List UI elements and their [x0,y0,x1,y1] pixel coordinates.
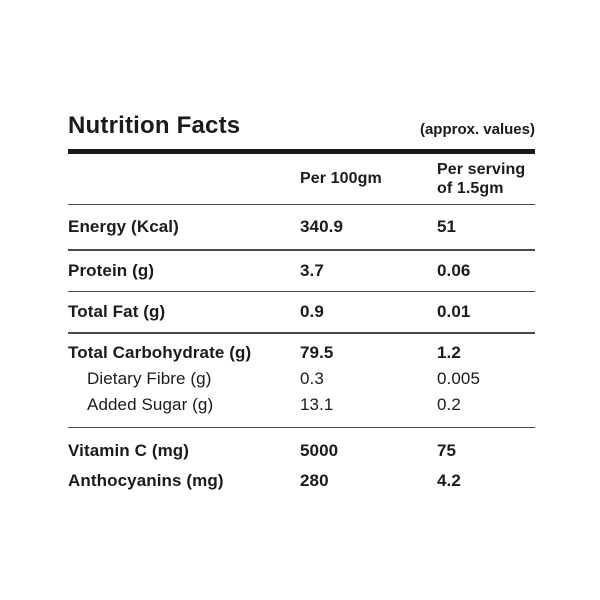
divider [68,332,535,334]
row-value-per-serving: 51 [437,217,457,237]
divider [68,290,535,293]
nutrition-facts-header: Nutrition Facts (approx. values) [68,112,535,140]
row-label: Protein (g) [68,260,155,280]
table-row-vitamin-c: Vitamin C (mg) 5000 75 [68,436,535,466]
table-row-total-fat: Total Fat (g) 0.9 0.01 [68,292,535,332]
row-value-per-100gm: 13.1 [300,394,334,414]
divider [68,203,535,206]
row-value-per-100gm: 5000 [300,441,339,461]
row-label: Energy (Kcal) [68,217,179,237]
column-header-per-serving: Per serving of 1.5gm [437,160,526,197]
divider [68,426,535,429]
row-value-per-100gm: 79.5 [300,342,334,362]
nutrition-facts-panel: Nutrition Facts (approx. values) Per 100… [68,112,535,496]
row-value-per-100gm: 3.7 [300,260,324,280]
row-value-per-100gm: 0.9 [300,302,324,322]
row-label: Vitamin C (mg) [68,441,190,461]
row-value-per-serving: 0.005 [437,368,481,388]
row-value-per-100gm: 280 [300,471,329,491]
approx-values-note: (approx. values) [419,120,535,138]
column-header-per-100gm: Per 100gm [300,170,382,188]
header-thick-divider [68,148,535,154]
row-label: Anthocyanins (mg) [68,471,224,491]
column-header-row: Per 100gm Per serving of 1.5gm [68,154,535,204]
row-value-per-serving: 1.2 [437,342,461,362]
row-value-per-serving: 75 [437,441,457,461]
table-row-dietary-fibre: Dietary Fibre (g) 0.3 0.005 [68,366,535,392]
row-label: Dietary Fibre (g) [87,368,212,388]
carbohydrate-group: Total Carbohydrate (g) 79.5 1.2 Dietary … [68,334,535,427]
row-value-per-100gm: 0.3 [300,368,324,388]
row-value-per-serving: 0.01 [437,302,471,322]
row-value-per-serving: 4.2 [437,471,461,491]
row-value-per-100gm: 340.9 [300,217,344,237]
table-row-energy: Energy (Kcal) 340.9 51 [68,205,535,249]
table-row-protein: Protein (g) 3.7 0.06 [68,251,535,291]
row-value-per-serving: 0.2 [437,394,461,414]
micronutrients-group: Vitamin C (mg) 5000 75 Anthocyanins (mg)… [68,428,535,496]
row-label: Added Sugar (g) [87,394,214,414]
divider [68,249,535,251]
row-value-per-serving: 0.06 [437,260,471,280]
page-title: Nutrition Facts [68,112,241,139]
row-label: Total Fat (g) [68,302,166,322]
row-label: Total Carbohydrate (g) [68,342,252,362]
table-row-added-sugar: Added Sugar (g) 13.1 0.2 [68,392,535,418]
table-row-anthocyanins: Anthocyanins (mg) 280 4.2 [68,466,535,496]
table-row-total-carbohydrate: Total Carbohydrate (g) 79.5 1.2 [68,340,535,366]
